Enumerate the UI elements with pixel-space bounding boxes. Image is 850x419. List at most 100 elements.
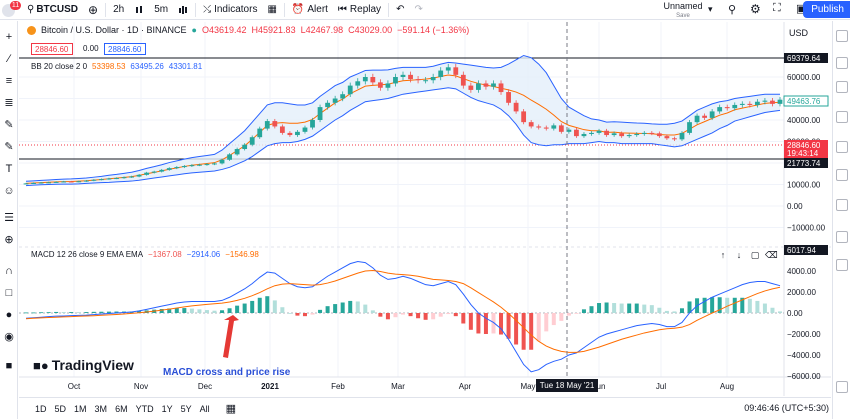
bb-lower-line[interactable] [25,87,781,187]
candle[interactable] [317,107,323,120]
candle[interactable] [310,120,315,128]
clock-icon[interactable] [836,81,848,93]
candle[interactable] [408,74,413,80]
candle[interactable] [197,164,202,166]
emoji-icon[interactable]: ☺ [3,185,15,197]
candle[interactable] [99,179,104,181]
timeframe-all[interactable]: All [199,403,210,414]
timeframe-ytd[interactable]: YTD [135,403,154,414]
candle[interactable] [91,179,97,181]
candle[interactable] [385,83,391,88]
collapse-icon[interactable]: ▢ [750,250,760,260]
candle[interactable] [31,182,36,184]
candle[interactable] [468,85,474,90]
candle[interactable] [649,132,655,134]
macd-legend[interactable]: MACD 12 26 close 9 EMA EMA −1367.08 −291… [31,250,259,259]
candle[interactable] [739,103,745,105]
candle[interactable] [604,130,609,136]
candle[interactable] [151,171,157,173]
layout-name-button[interactable]: Unnamed Save [662,1,704,21]
candle[interactable] [460,74,466,86]
timeframe-6m[interactable]: 6M [115,403,128,414]
interval-button[interactable]: 2h [113,4,125,15]
candle[interactable] [770,100,775,104]
candle[interactable] [332,98,338,103]
candle[interactable] [724,107,730,109]
candle[interactable] [212,163,217,165]
candle[interactable] [362,77,368,82]
macd-signal-line[interactable] [25,269,781,353]
timeframe-1m[interactable]: 1M [74,403,87,414]
broadcast-icon[interactable] [836,199,848,211]
candle[interactable] [272,121,278,127]
fib-icon[interactable]: ≡ [5,75,13,87]
candle[interactable] [558,125,564,132]
candle[interactable] [513,102,519,112]
candle[interactable] [566,129,572,132]
candle[interactable] [596,130,602,133]
candle[interactable] [302,127,308,132]
buy-price-button[interactable]: 28846.60 [104,43,146,55]
candle[interactable] [61,181,67,183]
candle[interactable] [53,181,59,183]
candle[interactable] [543,127,549,129]
trash-icon[interactable]: ■ [5,360,13,372]
candle[interactable] [589,132,594,134]
candle[interactable] [144,172,150,175]
calendar-icon[interactable] [836,111,848,123]
candle[interactable] [634,133,640,136]
candle[interactable] [189,165,195,167]
candle[interactable] [204,164,210,166]
candle[interactable] [264,121,270,129]
candle[interactable] [445,67,451,71]
publish-button[interactable]: Publish [803,1,850,18]
candle[interactable] [347,85,353,95]
candle[interactable] [777,99,783,104]
arrow-up-icon[interactable]: ↑ [720,250,726,260]
timeframe-5y[interactable]: 5Y [180,403,192,414]
lock-icon[interactable]: ● [5,309,13,321]
trendline-icon[interactable]: ∕ [8,53,10,65]
currency-label[interactable]: USD [789,28,809,38]
clock-timezone[interactable]: 09:46:46 (UTC+5:30) [744,403,829,413]
candle[interactable] [46,182,52,184]
candle[interactable] [377,82,383,88]
macd-line[interactable] [25,261,781,373]
candle[interactable] [370,77,376,83]
candle[interactable] [664,136,670,139]
zoom-in-icon[interactable]: ⊕ [4,234,14,246]
candle[interactable] [76,181,82,183]
notifications-icon[interactable] [836,259,848,271]
bar-style-button[interactable] [173,0,193,20]
candle[interactable] [174,167,180,169]
timeframe-5d[interactable]: 5D [54,403,67,414]
candle[interactable] [295,131,300,136]
candle[interactable] [23,183,29,185]
candle[interactable] [498,83,504,93]
bb-basis-line[interactable] [25,74,781,184]
candle[interactable] [679,132,685,140]
chat-icon[interactable] [836,169,848,181]
candle[interactable] [581,133,587,137]
arrow-down-icon[interactable]: ↓ [736,250,742,260]
candle[interactable] [453,67,459,75]
compare-button[interactable]: ⊕ [83,0,103,20]
candle[interactable] [393,77,398,84]
candle[interactable] [423,80,429,82]
quick-search-icon[interactable]: ⚲ [728,4,737,16]
indicators-button[interactable]: ⤯ Indicators [198,0,262,20]
replay-button[interactable]: ⏮ Replay [333,0,386,20]
goto-date-icon[interactable]: ▦ [225,403,237,415]
candle[interactable] [762,100,768,102]
alert-button[interactable]: ⏰ Alert [287,0,333,20]
candle[interactable] [656,133,662,137]
candle[interactable] [626,135,632,137]
candle[interactable] [430,77,436,81]
candle[interactable] [732,104,738,109]
candle[interactable] [181,166,187,168]
ruler-icon[interactable]: ☰ [4,212,14,224]
user-menu[interactable]: 11 [0,0,22,20]
candle[interactable] [287,132,293,136]
candle[interactable] [483,83,489,87]
text-tool-icon[interactable]: T [5,163,13,175]
